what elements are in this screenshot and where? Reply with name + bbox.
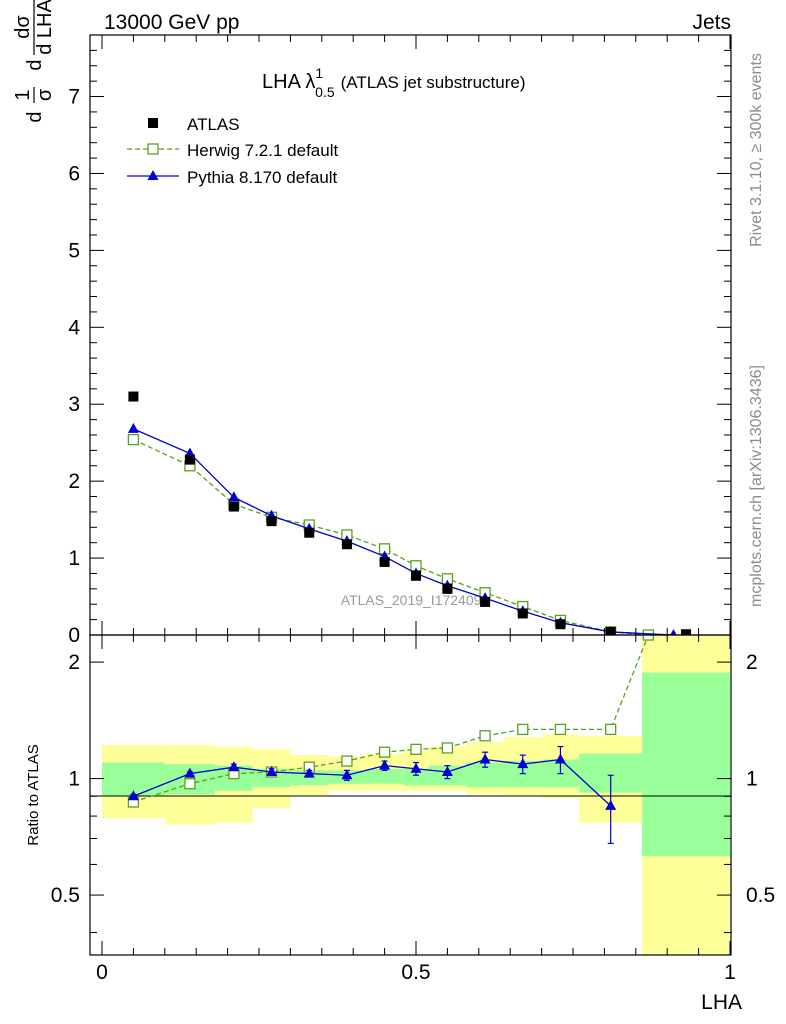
chart-title: LHA λ1 0.5 (ATLAS jet substructure) [262,65,525,100]
ratio-herwig-point [341,755,353,767]
x-axis-label: LHA [701,991,742,1014]
ratio-pythia-point [266,765,278,776]
ratio-y-tick-label-right: 1 [746,768,758,791]
pythia-line [133,428,674,635]
main-y-tick-label: 2 [68,470,80,493]
pythia-point [127,422,139,433]
atlas-point [681,629,692,635]
ratio-pythia-point [410,762,422,773]
x-tick-label: 0.5 [401,961,430,984]
pythia-point [670,629,677,635]
legend-label-1: Herwig 7.2.1 default [187,141,338,160]
legend-label-0: ATLAS [187,115,240,134]
atlas-point [517,608,528,619]
atlas-point [266,516,277,527]
legend-label-2: Pythia 8.170 default [187,168,338,187]
ratio-herwig-point [410,743,422,755]
legend: ATLAS Herwig 7.2.1 default Pythia 8.170 de… [127,115,338,187]
ratio-y-tick-label-left: 1 [68,768,80,791]
ylabel-den2: d LHA [34,0,56,55]
ylabel-d2: d [24,59,46,70]
main-y-tick-label: 3 [68,393,80,416]
ratio-band-inner-6 [365,768,404,784]
rivet-label: Rivet 3.1.10, ≥ 300k events [748,53,765,247]
atlas-point [304,527,315,538]
x-tick-label: 1 [724,961,736,984]
ratio-herwig-line [133,635,649,803]
ratio-herwig-point [605,723,617,736]
ratio-herwig-point [441,742,454,754]
pythia-point [228,491,240,502]
axis-tick-labels: 0 1 2 3 4 5 6 7 0 0.5 1 0.5 0.5 1 1 2 2 [51,86,775,984]
ratio-series-layer [127,635,655,844]
ratio-pythia-point [554,753,566,764]
legend-marker-pythia [147,170,159,180]
x-tick-label: 0 [96,961,108,984]
ylabel-d1: d [24,111,46,122]
ratio-pythia-point [479,753,491,764]
watermark: ATLAS_2019_I1724098 [341,592,490,608]
ratio-pythia-point [303,767,315,778]
ratio-pythia-point [379,759,391,770]
ratio-herwig-point [378,746,391,758]
atlas-point [480,596,491,607]
atlas-point [341,539,352,550]
herwig-point [127,433,140,446]
atlas-point [228,501,239,512]
ratio-uncertainty-bands [102,635,730,955]
mcplots-label: mcplots.cern.ch [arXiv:1306.3436] [748,365,765,607]
ratio-pythia-point [517,758,529,769]
atlas-point [379,556,390,567]
ratio-y-tick-label-left: 0.5 [51,884,80,907]
ratio-herwig-point [479,730,491,742]
main-series-layer [127,391,692,635]
main-y-tick-label: 5 [68,239,80,262]
header-right: Jets [692,11,731,34]
ratio-pythia-point [605,799,617,810]
ratio-band-inner-7 [403,768,429,786]
ratio-y-axis-label: Ratio to ATLAS [25,744,42,845]
main-y-tick-label: 7 [68,86,80,109]
atlas-point [411,570,421,581]
ratio-herwig-point [554,723,567,736]
ratio-y-tick-label-left: 2 [68,651,80,674]
main-y-tick-label: 1 [68,547,80,570]
atlas-point [442,583,453,594]
header-left: 13000 GeV pp [104,11,239,34]
ratio-pythia-point [341,769,353,780]
ratio-herwig-point [642,635,655,641]
ratio-pythia-point [228,761,240,772]
ylabel-num2: dσ [12,15,34,39]
legend-marker-herwig [147,143,159,155]
ratio-y-tick-label-right: 2 [746,651,758,674]
ratio-y-tick-label-right: 0.5 [746,884,775,907]
ratio-pythia-point [441,765,453,776]
ratio-band-inner-13 [642,672,730,857]
atlas-point [605,626,616,635]
herwig-point [642,629,655,635]
main-y-tick-label: 6 [68,162,80,185]
ylabel-num1: 1 [12,89,34,100]
ratio-band-inner-3 [252,768,291,788]
atlas-point [184,454,195,465]
ratio-herwig-point [517,723,529,736]
atlas-point [128,391,139,402]
atlas-point [555,619,566,630]
ratio-plot-frame [89,634,732,956]
main-y-tick-label: 4 [68,316,80,339]
ratio-pythia-point [184,767,196,778]
ratio-pythia-point [127,790,139,801]
ylabel-den1: σ [34,88,56,101]
ratio-herwig-point [184,778,196,790]
main-y-tick-label: 0 [68,624,80,647]
legend-marker-atlas [148,118,158,128]
main-y-axis-label: 1 σ d d dσ d LHA [12,0,56,123]
axis-ticks [90,34,731,955]
